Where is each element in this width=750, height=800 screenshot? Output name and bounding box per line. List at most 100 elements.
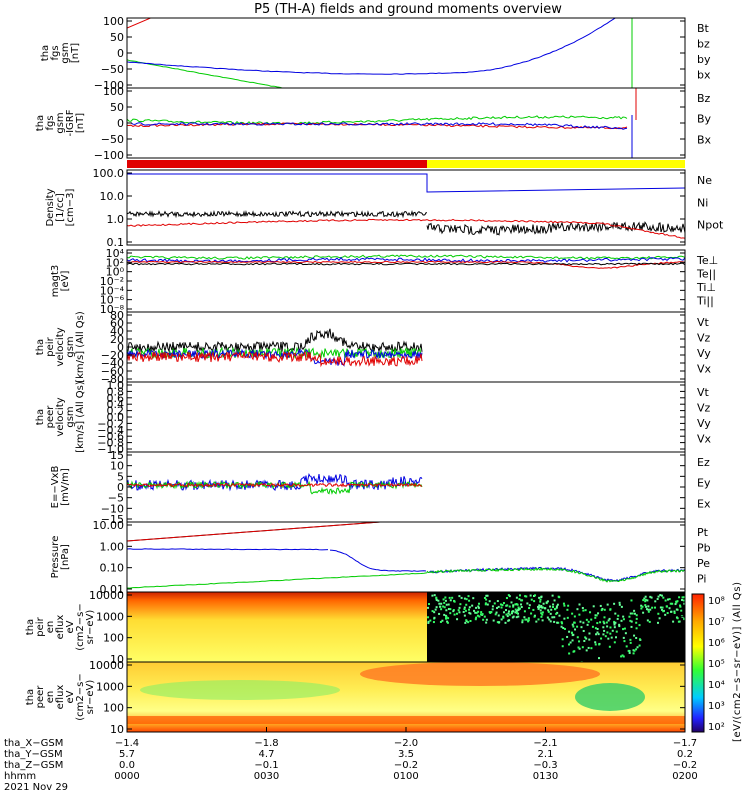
ion-pixel xyxy=(557,621,560,624)
ion-pixel xyxy=(561,638,564,641)
ion-pixel xyxy=(658,617,661,620)
ion-pixel xyxy=(552,606,555,609)
ion-pixel xyxy=(504,621,507,624)
ion-pixel xyxy=(590,618,593,621)
hhmm-label: 0130 xyxy=(533,771,558,782)
ion-pixel xyxy=(460,596,463,599)
ion-pixel xyxy=(553,608,556,611)
y-tick-label: −60 xyxy=(101,365,124,378)
ion-pixel xyxy=(610,636,613,639)
panel-p1: 100 50 0 −50 −100 tha fgs gsm [nT] Bt bz by bx xyxy=(40,15,711,92)
y-tick-label: 0.01 xyxy=(100,583,125,596)
y-gsm-label: 0.2 xyxy=(677,749,693,760)
ion-pixel xyxy=(657,595,660,598)
ion-pixel xyxy=(654,600,657,603)
ion-pixel xyxy=(438,612,441,615)
y-tick-label: 100 xyxy=(103,85,124,98)
ion-pixel xyxy=(521,599,524,602)
legend-Pi: Pi xyxy=(697,573,706,586)
ion-pixel xyxy=(618,623,621,626)
ion-pixel xyxy=(644,600,647,603)
ion-pixel xyxy=(645,608,648,611)
ion-pixel xyxy=(645,605,648,608)
y-tick-label: 10.0 xyxy=(100,190,125,203)
ion-pixel xyxy=(474,611,477,614)
colorbar-tick: 10⁴ xyxy=(708,680,725,691)
ion-pixel xyxy=(649,608,652,611)
ion-pixel xyxy=(594,627,597,630)
ion-pixel xyxy=(476,614,479,617)
ion-pixel xyxy=(682,599,685,602)
colorbar-tick: 10⁵ xyxy=(708,659,725,670)
ion-pixel xyxy=(518,594,521,597)
y-label-line: peir xyxy=(35,616,46,636)
status-bar-red xyxy=(127,160,427,168)
ion-pixel xyxy=(507,612,510,615)
ion-pixel xyxy=(606,631,609,634)
ion-pixel xyxy=(633,609,636,612)
ion-pixel xyxy=(467,595,470,598)
ion-pixel xyxy=(475,611,478,614)
ion-pixel xyxy=(613,626,616,629)
ion-pixel xyxy=(517,615,520,618)
ion-pixel xyxy=(556,611,559,614)
ion-pixel xyxy=(449,608,452,611)
z-gsm-label: 0.0 xyxy=(119,760,135,771)
panel-content xyxy=(127,173,685,239)
ion-pixel xyxy=(449,599,452,602)
ion-pixel xyxy=(574,628,577,631)
y-label-line: eflux xyxy=(55,685,66,710)
y-tick-label: −5 xyxy=(108,492,124,505)
ion-pixel xyxy=(530,612,533,615)
y-label-line: gsm xyxy=(60,42,71,63)
ion-pixel xyxy=(635,617,638,620)
ion-pixel xyxy=(598,657,601,660)
y-axis-label: magt3 [eV] xyxy=(50,265,71,298)
Vx-line xyxy=(127,348,423,367)
ion-pixel xyxy=(547,610,550,613)
ion-pixel xyxy=(433,616,436,619)
ion-pixel xyxy=(599,604,602,607)
ion-pixel xyxy=(664,613,667,616)
y-label-line: [km/s] (All Qs) xyxy=(75,381,86,453)
ion-pixel xyxy=(542,602,545,605)
x-gsm-label: −1.4 xyxy=(115,738,139,749)
ion-pixel xyxy=(596,631,599,634)
Pe-line xyxy=(127,572,428,589)
ion-pixel xyxy=(635,636,638,639)
legend-Ex: Ex xyxy=(697,497,711,510)
panel-frame xyxy=(126,169,686,246)
y-label-line: eV xyxy=(65,690,76,703)
legend-Ti||: Ti|| xyxy=(696,295,714,308)
ion-pixel xyxy=(508,613,511,616)
ion-pixel xyxy=(662,596,665,599)
colorbar-tick: 10⁶ xyxy=(708,638,725,649)
ion-pixel xyxy=(648,620,651,623)
Npot-line xyxy=(127,173,685,193)
legend-Vy: Vy xyxy=(697,347,711,360)
ion-pixel xyxy=(600,609,603,612)
colorbar-tick: 10² xyxy=(708,722,725,733)
legend-Bx: Bx xyxy=(697,133,712,146)
ion-pixel xyxy=(578,603,581,606)
ion-pixel xyxy=(625,645,628,648)
y-tick-label: 10⁻² xyxy=(100,275,124,288)
y-tick-label: −100 xyxy=(94,79,124,92)
ion-pixel xyxy=(484,602,487,605)
ion-pixel xyxy=(582,629,585,632)
ion-pixel xyxy=(644,604,647,607)
y-tick-label: 40 xyxy=(110,325,124,338)
ion-pixel xyxy=(595,614,598,617)
ion-pixel xyxy=(443,606,446,609)
legend-Vz: Vz xyxy=(697,402,711,415)
legend-Ti⊥: Ti⊥ xyxy=(696,281,716,294)
y-label-line: [nT] xyxy=(70,43,81,63)
ion-pixel xyxy=(556,621,559,624)
ion-pixel xyxy=(602,633,605,636)
ion-pixel xyxy=(660,608,663,611)
ion-pixel xyxy=(483,615,486,618)
y-tick-label: 100.0 xyxy=(93,167,125,180)
ion-pixel xyxy=(514,603,517,606)
y-tick-label: 10000 xyxy=(89,659,124,672)
ion-pixel xyxy=(439,605,442,608)
